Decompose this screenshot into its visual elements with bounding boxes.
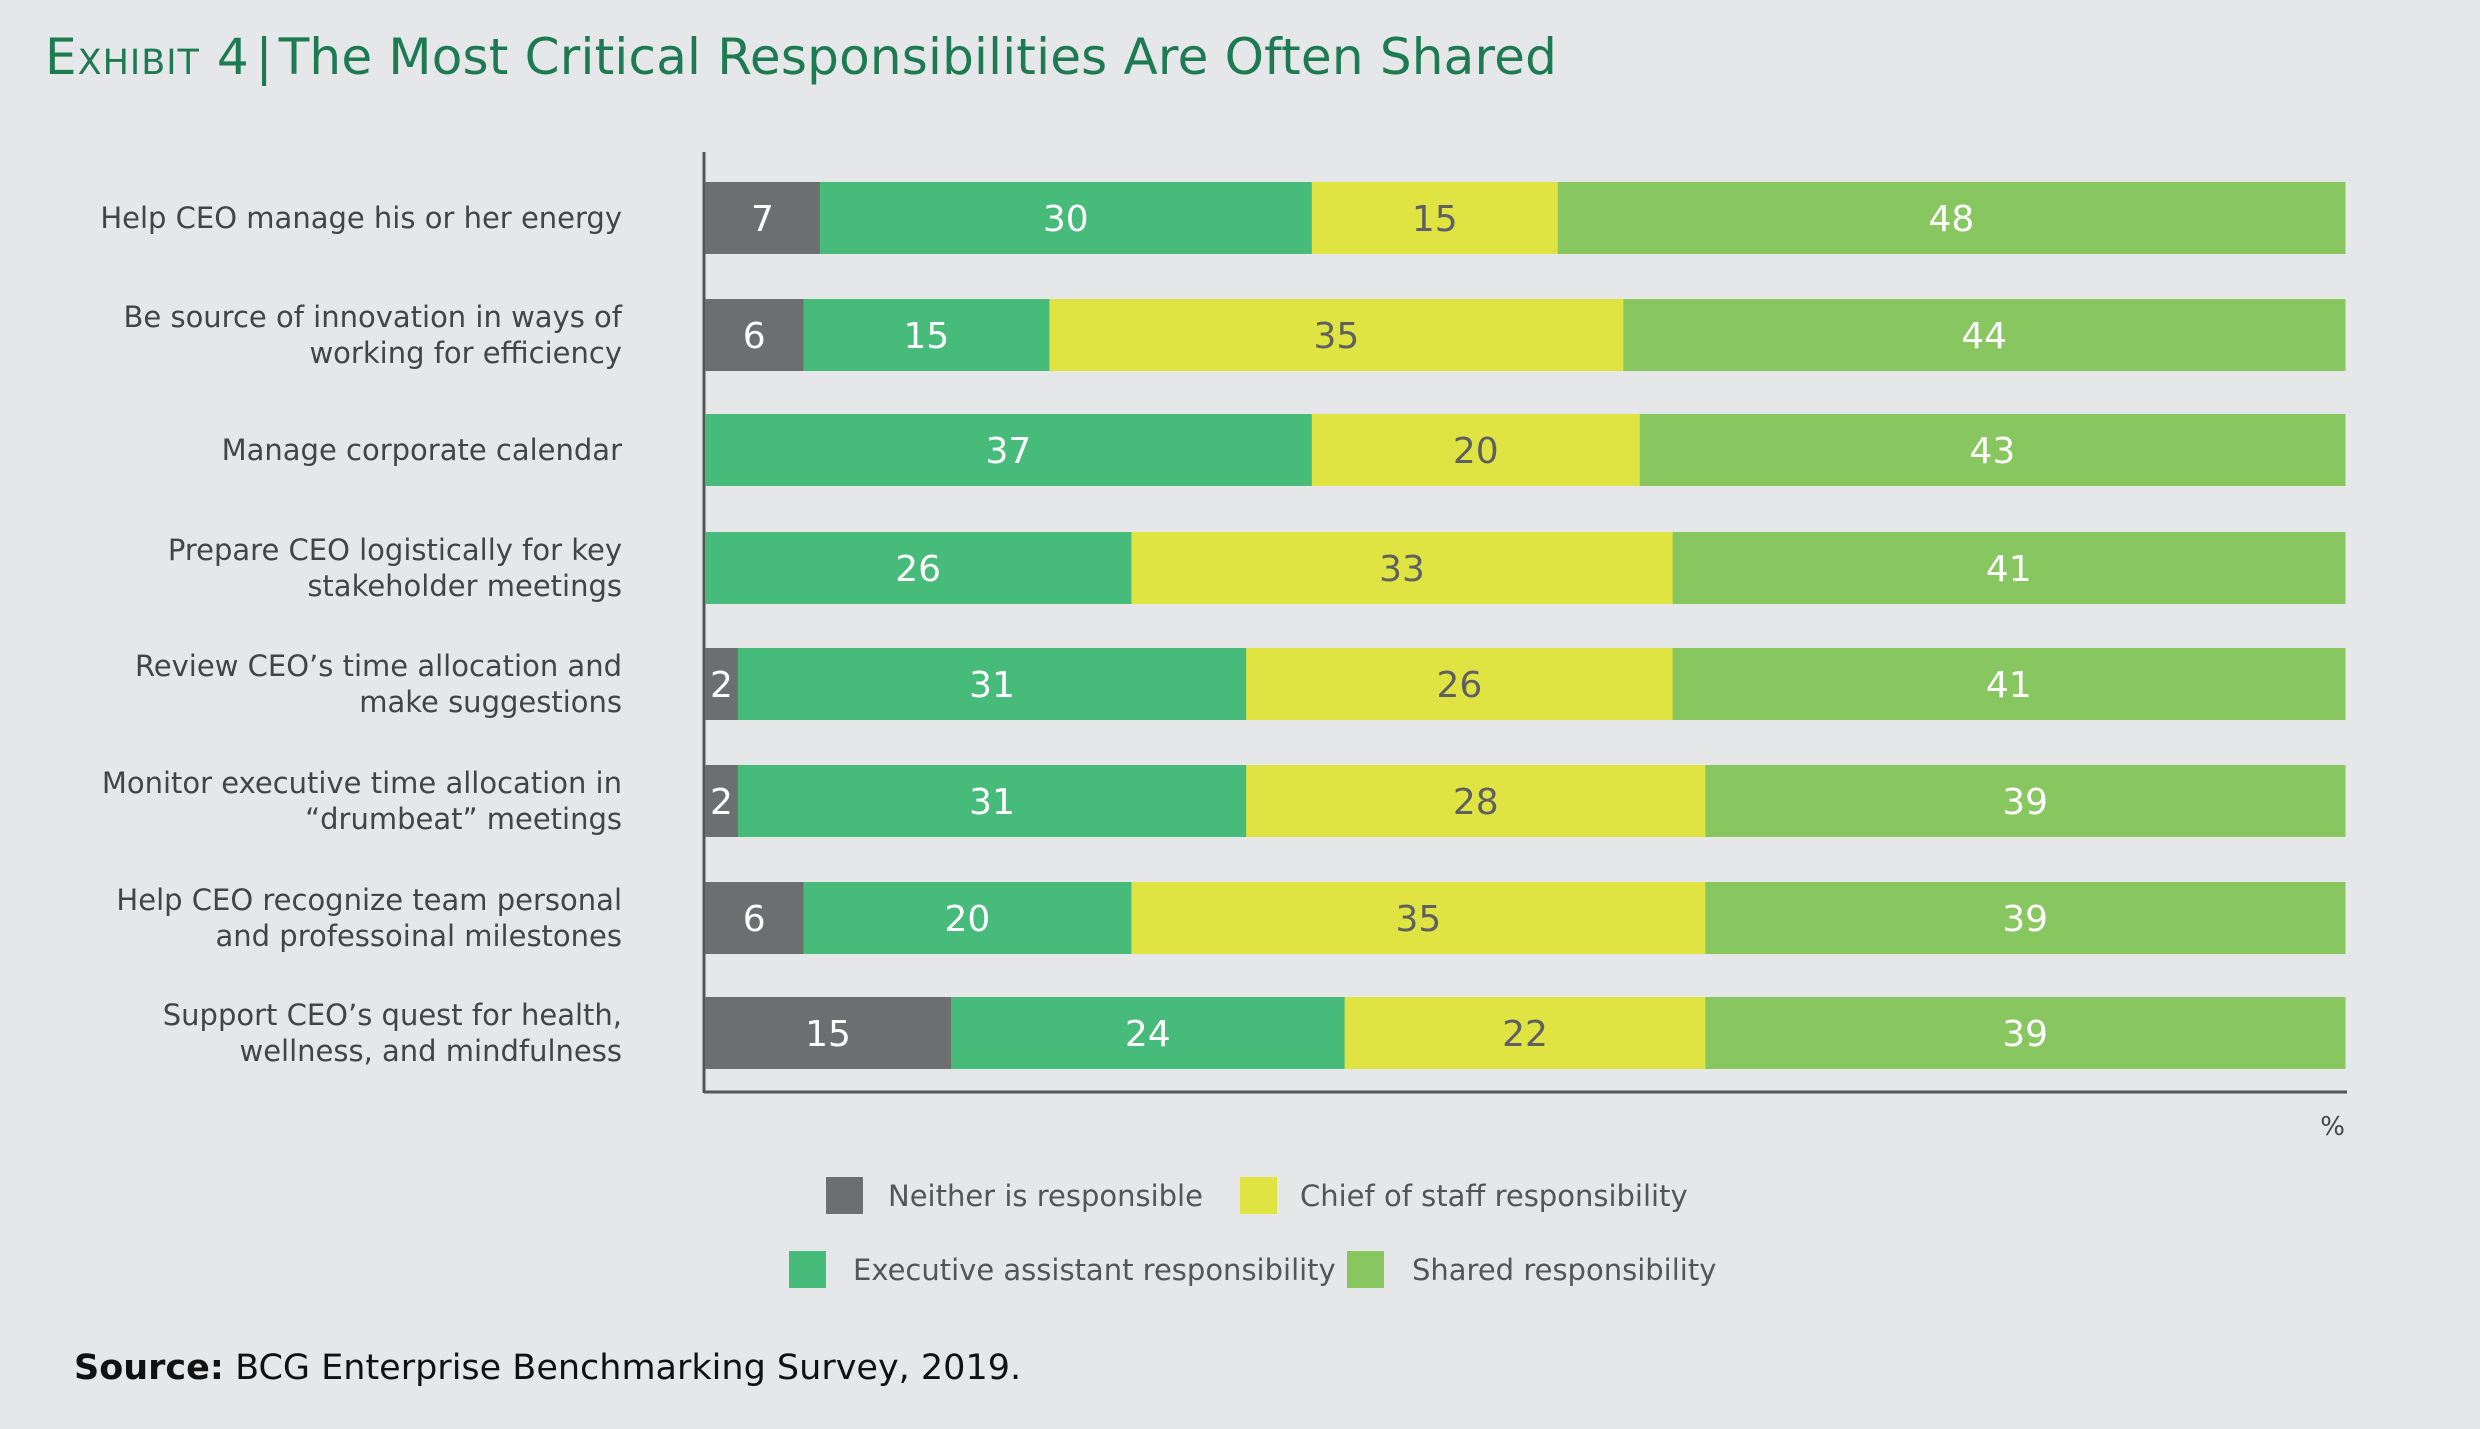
data-label: 28 xyxy=(1453,782,1499,823)
category-label: Support CEO’s quest for health, wellness,… xyxy=(163,998,622,1068)
bar-neither-is-responsible xyxy=(705,299,804,371)
data-label: 2 xyxy=(710,665,733,706)
category-label: Help CEO recognize team personal and prof… xyxy=(116,883,622,953)
bar-shared-responsibility xyxy=(1557,182,2346,254)
data-label: 48 xyxy=(1928,199,1974,240)
bar-chief-of-staff-responsibility xyxy=(1131,532,1674,604)
bar-chief-of-staff-responsibility xyxy=(1131,882,1706,954)
data-label: 7 xyxy=(751,199,774,240)
bar-shared-responsibility xyxy=(1672,532,2346,604)
category-label: Prepare CEO logistically for key stakehol… xyxy=(168,533,622,603)
legend-swatch-chief-of-staff-responsibility xyxy=(1240,1177,1277,1214)
data-label: 15 xyxy=(1412,199,1458,240)
legend-swatch-shared-responsibility xyxy=(1347,1251,1384,1288)
legend-label: Shared responsibility xyxy=(1412,1253,1716,1287)
data-label: 26 xyxy=(895,549,941,590)
bar-executive-assistant-responsibility xyxy=(737,648,1247,720)
data-label: 22 xyxy=(1502,1014,1548,1055)
title-text: The Most Critical Responsibilities Are O… xyxy=(278,28,1558,86)
bar-shared-responsibility xyxy=(1705,882,2346,954)
bar-shared-responsibility xyxy=(1672,648,2346,720)
category-label: Be source of innovation in ways of workin… xyxy=(124,300,623,370)
data-label: 35 xyxy=(1395,899,1441,940)
bar-neither-is-responsible xyxy=(705,882,804,954)
data-label: 6 xyxy=(743,316,766,357)
bar-executive-assistant-responsibility xyxy=(951,997,1346,1069)
bar-chief-of-staff-responsibility xyxy=(1344,997,1706,1069)
bar-executive-assistant-responsibility xyxy=(803,882,1132,954)
bar-executive-assistant-responsibility xyxy=(705,532,1132,604)
bar-shared-responsibility xyxy=(1639,414,2346,486)
category-label: Review CEO’s time allocation and make sug… xyxy=(135,649,622,719)
bar-shared-responsibility xyxy=(1705,997,2346,1069)
data-label: 41 xyxy=(1986,665,2032,706)
category-label: Help CEO manage his or her energy xyxy=(100,201,622,235)
unit-label: % xyxy=(2320,1112,2345,1142)
data-label: 35 xyxy=(1313,316,1359,357)
data-label: 20 xyxy=(944,899,990,940)
data-label: 37 xyxy=(985,431,1031,472)
legend-swatch-neither-is-responsible xyxy=(826,1177,863,1214)
bar-chief-of-staff-responsibility xyxy=(1246,765,1706,837)
bar-neither-is-responsible xyxy=(705,182,821,254)
data-label: 39 xyxy=(2002,899,2048,940)
bar-executive-assistant-responsibility xyxy=(705,414,1313,486)
data-label: 41 xyxy=(1986,549,2032,590)
bar-shared-responsibility xyxy=(1623,299,2346,371)
bar-chief-of-staff-responsibility xyxy=(1246,648,1674,720)
legend-label: Chief of staff responsibility xyxy=(1300,1179,1688,1213)
data-label: 20 xyxy=(1453,431,1499,472)
title-separator: | xyxy=(255,28,273,86)
chart-title: Exhibit 4 | The Most Critical Responsibili… xyxy=(45,28,1557,86)
bar-neither-is-responsible xyxy=(705,997,952,1069)
legend-label: Executive assistant responsibility xyxy=(853,1253,1336,1287)
data-label: 43 xyxy=(1969,431,2015,472)
data-label: 15 xyxy=(903,316,949,357)
bar-shared-responsibility xyxy=(1705,765,2346,837)
bar-executive-assistant-responsibility xyxy=(737,765,1247,837)
bar-chief-of-staff-responsibility xyxy=(1311,182,1559,254)
data-label: 6 xyxy=(743,899,766,940)
bar-neither-is-responsible xyxy=(705,765,739,837)
bar-neither-is-responsible xyxy=(705,648,739,720)
bar-chief-of-staff-responsibility xyxy=(1049,299,1624,371)
data-label: 33 xyxy=(1379,549,1425,590)
data-label: 39 xyxy=(2002,1014,2048,1055)
data-label: 24 xyxy=(1125,1014,1171,1055)
bar-executive-assistant-responsibility xyxy=(803,299,1050,371)
data-label: 44 xyxy=(1961,316,2007,357)
source-label: Source: xyxy=(74,1348,224,1388)
data-label: 31 xyxy=(969,665,1015,706)
bar-chief-of-staff-responsibility xyxy=(1311,414,1641,486)
data-label: 30 xyxy=(1043,199,1089,240)
legend-swatch-executive-assistant-responsibility xyxy=(789,1251,826,1288)
source-note: Source: BCG Enterprise Benchmarking Surv… xyxy=(74,1348,1021,1388)
bar-executive-assistant-responsibility xyxy=(819,182,1313,254)
data-label: 31 xyxy=(969,782,1015,823)
data-label: 26 xyxy=(1436,665,1482,706)
category-label: Monitor executive time allocation in “dru… xyxy=(102,766,622,836)
source-text: BCG Enterprise Benchmarking Survey, 2019… xyxy=(235,1348,1022,1388)
data-label: 39 xyxy=(2002,782,2048,823)
legend-label: Neither is responsible xyxy=(888,1179,1203,1213)
data-label: 15 xyxy=(805,1014,851,1055)
exhibit-label: Exhibit 4 xyxy=(45,28,250,86)
data-label: 2 xyxy=(710,782,733,823)
category-label: Manage corporate calendar xyxy=(222,433,622,467)
